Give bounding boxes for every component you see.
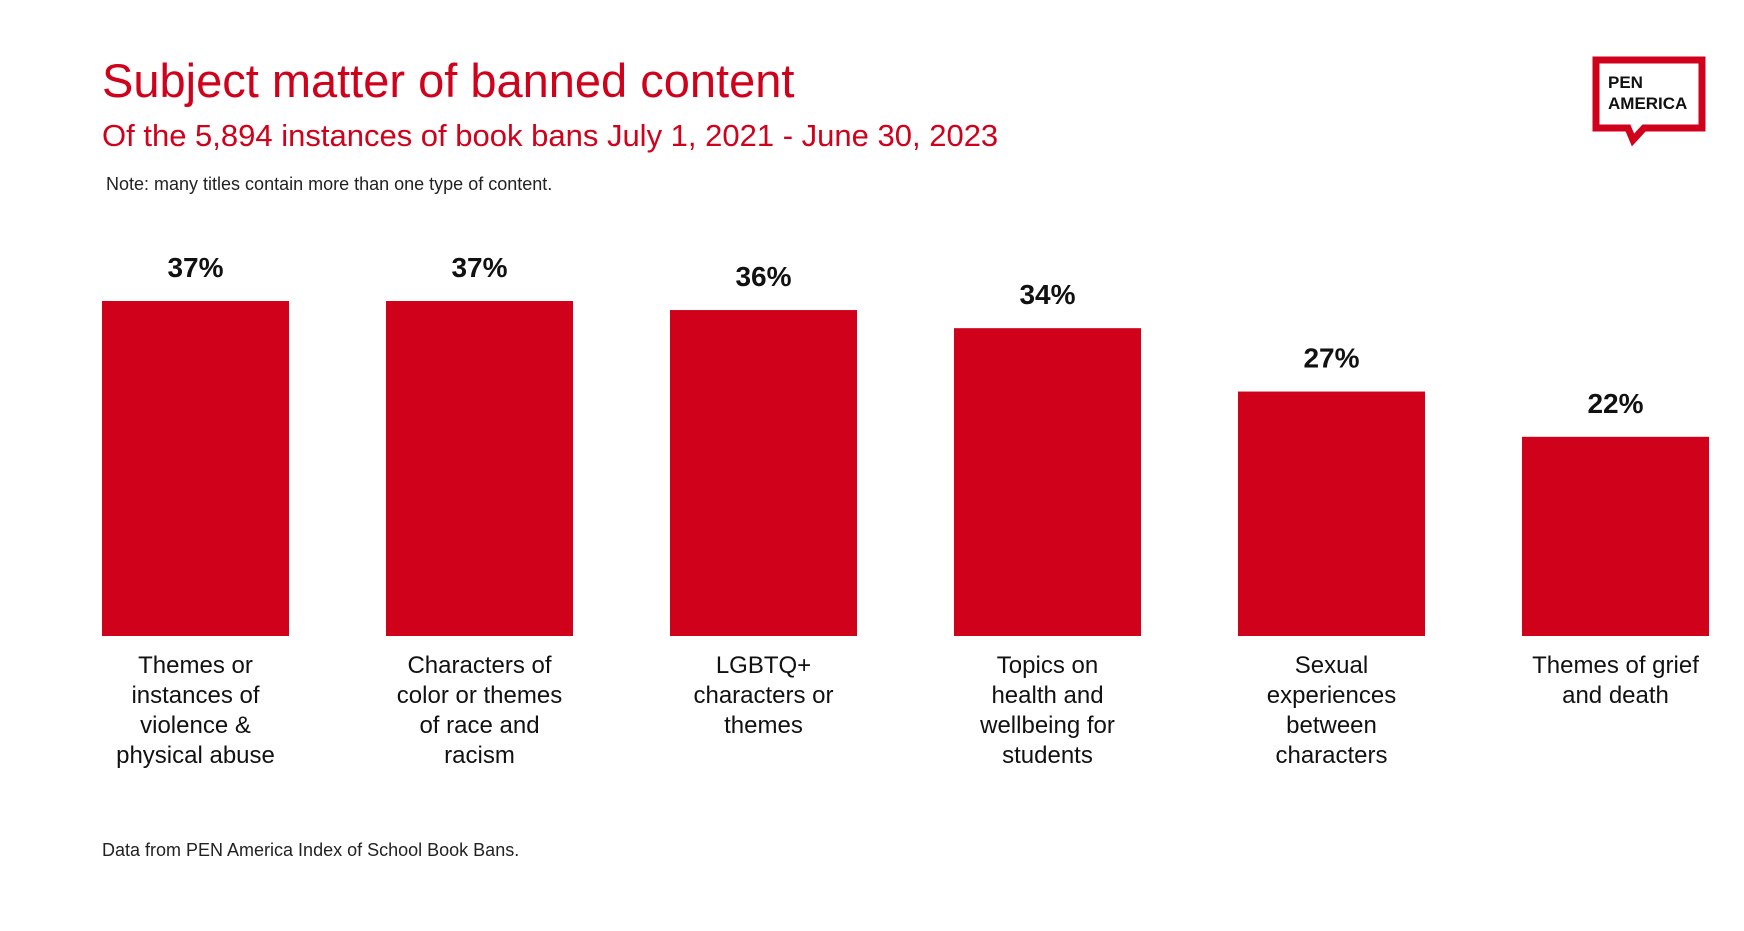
value-labels-group: 37% 37% 36% 34% 27% 22% — [167, 252, 1643, 419]
category-label-line: students — [1002, 742, 1093, 769]
bar-1 — [102, 301, 289, 636]
category-label-line: between — [1286, 712, 1377, 739]
value-label-3: 36% — [735, 261, 791, 292]
category-label-line: Characters of — [407, 652, 551, 679]
value-label-2: 37% — [451, 252, 507, 283]
category-label-5: Sexual experiences between characters — [1267, 652, 1396, 769]
chart-note: Note: many titles contain more than one … — [106, 174, 553, 194]
category-label-4: Topics on health and wellbeing for students — [979, 652, 1115, 769]
category-label-line: racism — [444, 742, 515, 769]
category-label-line: Themes or — [138, 652, 253, 679]
category-label-line: Sexual — [1295, 652, 1368, 679]
pen-america-logo-icon: PEN AMERICA — [1592, 56, 1706, 147]
category-label-line: instances of — [131, 682, 259, 709]
category-label-line: characters — [1275, 742, 1387, 769]
bars-group — [102, 301, 1709, 636]
category-label-line: Topics on — [997, 652, 1098, 679]
category-label-line: wellbeing for — [979, 712, 1115, 739]
category-label-line: violence & — [140, 712, 251, 739]
category-label-line: themes — [724, 712, 803, 739]
value-label-1: 37% — [167, 252, 223, 283]
bar-6 — [1522, 436, 1709, 636]
value-label-5: 27% — [1303, 343, 1359, 374]
category-label-line: characters or — [693, 682, 833, 709]
category-label-line: health and — [991, 682, 1103, 709]
pen-america-logo: PEN AMERICA — [1590, 54, 1710, 158]
category-label-line: physical abuse — [116, 742, 275, 769]
bar-3 — [670, 310, 857, 636]
bar-5 — [1238, 391, 1425, 636]
category-label-line: of race and — [419, 712, 539, 739]
category-label-1: Themes or instances of violence & physical … — [116, 652, 275, 769]
category-label-line: Themes of grief — [1532, 652, 1699, 679]
logo-text-line1: PEN — [1608, 73, 1643, 92]
chart-source: Data from PEN America Index of School Bo… — [102, 840, 520, 860]
category-label-line: color or themes — [397, 682, 562, 709]
speech-bubble-icon — [1592, 56, 1706, 147]
category-label-line: experiences — [1267, 682, 1396, 709]
bar-4 — [954, 328, 1141, 636]
value-label-4: 34% — [1019, 279, 1075, 310]
category-label-6: Themes of grief and death — [1532, 652, 1699, 709]
category-label-line: LGBTQ+ — [716, 652, 811, 679]
category-label-2: Characters of color or themes of race and r… — [397, 652, 562, 769]
category-label-3: LGBTQ+ characters or themes — [693, 652, 833, 739]
chart-subtitle: Of the 5,894 instances of book bans July… — [102, 118, 999, 153]
category-label-line: and death — [1562, 682, 1669, 709]
value-label-6: 22% — [1587, 388, 1643, 419]
category-labels-group: Themes or instances of violence & physical … — [116, 652, 1699, 769]
logo-text-line2: AMERICA — [1608, 94, 1687, 113]
bar-2 — [386, 301, 573, 636]
chart-title: Subject matter of banned content — [102, 54, 795, 107]
